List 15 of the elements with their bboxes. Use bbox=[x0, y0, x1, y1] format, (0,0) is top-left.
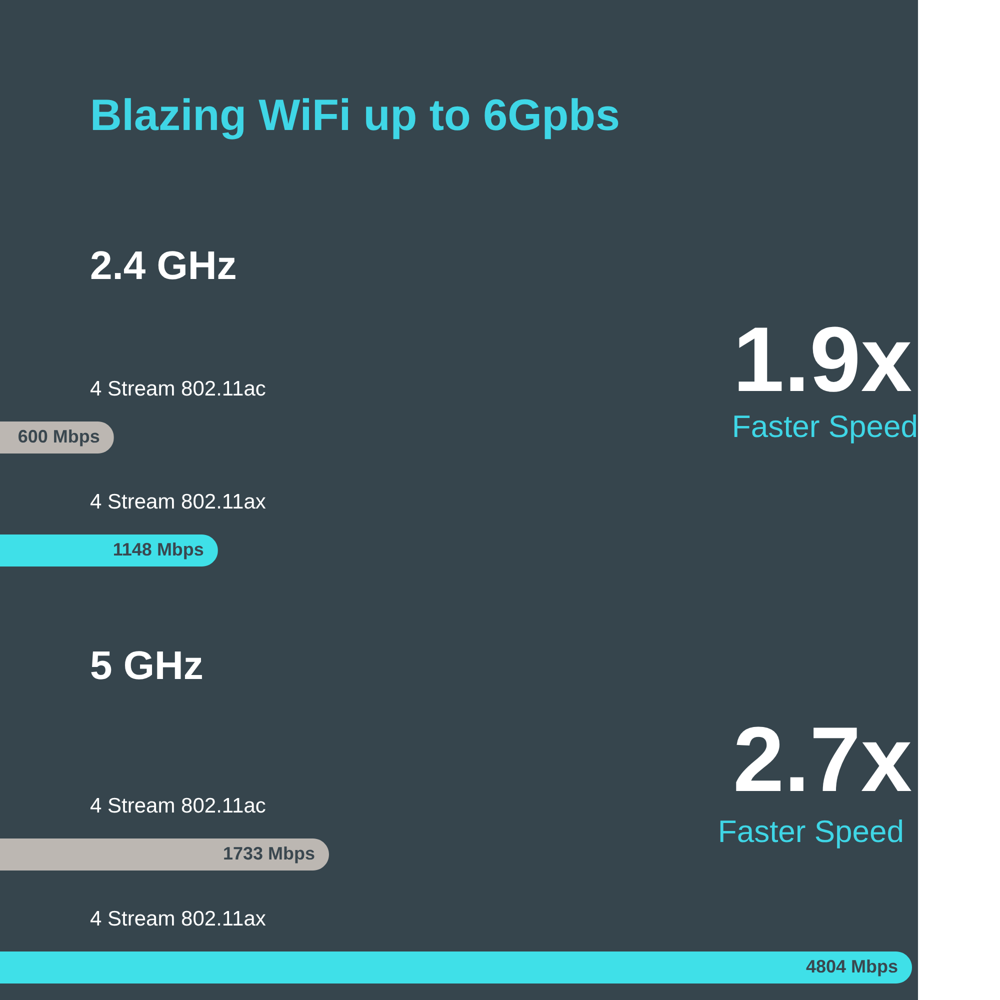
text: 1.9x bbox=[732, 309, 912, 411]
text: Faster Speed bbox=[732, 409, 918, 444]
data-label: 4804 Mbps bbox=[806, 956, 898, 976]
y-tick-label: 4 Stream 802.11ac bbox=[90, 378, 266, 400]
annotation: Faster Speed bbox=[718, 814, 904, 849]
data-label: 1148 Mbps bbox=[112, 540, 204, 560]
y-tick-label: 4 Stream 802.11ax bbox=[90, 908, 266, 930]
chart-subtitle: 2.4 GHz bbox=[90, 244, 237, 288]
y-tick-label: 4 Stream 802.11ax bbox=[90, 490, 266, 514]
text: Blazing WiFi up to 6Gpbs bbox=[90, 91, 620, 140]
chart-title: 5 GHz bbox=[90, 644, 204, 688]
data-label: 600 Mbps bbox=[18, 426, 100, 446]
y-tick-label: 4 Stream 802.11ac bbox=[90, 794, 266, 818]
annotation: 2.7x bbox=[732, 709, 912, 811]
data-label: 1733 Mbps bbox=[222, 844, 315, 864]
